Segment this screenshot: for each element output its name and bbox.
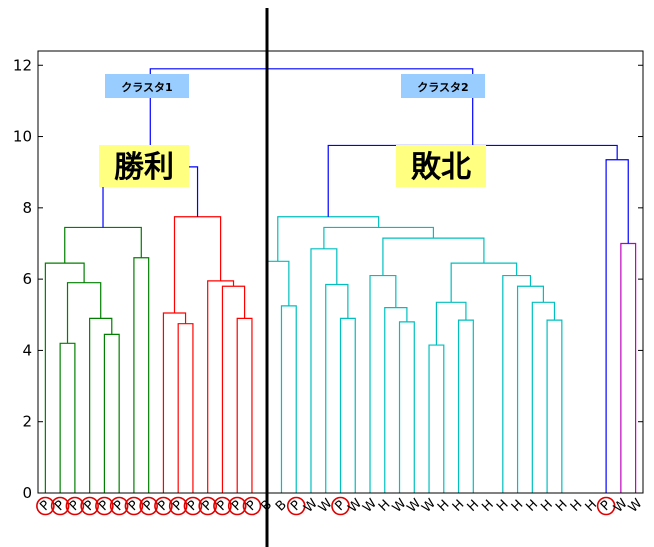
leaf-circle [154,496,173,516]
y-tick-label: 12 [13,56,32,74]
dendrogram-link-3 [66,282,102,344]
win-label: 勝利 [99,145,189,187]
y-tick-label: 10 [13,128,32,146]
dendrogram-link-14 [280,305,297,493]
cluster1-label: クラスタ1 [105,74,189,98]
loss-label-text: 敗北 [411,150,471,185]
leaf-label: H [435,497,453,515]
dendrogram-link-12 [173,216,222,313]
leaf-label: H [465,497,483,515]
dendrogram-link-8 [162,312,187,493]
leaf-circle [331,496,350,516]
leaf-circle [109,496,129,516]
dendrogram-link-20 [384,307,408,493]
leaf-circle [596,496,616,516]
dendrogram-link-17 [325,283,349,493]
dendrogram-link-1 [103,333,120,493]
leaf-label: H [524,497,542,515]
dendrogram-link-9 [236,317,253,493]
dendrogram-link-34 [605,159,629,493]
leaf-label: H [538,497,556,515]
dendrogram-link-7 [177,323,194,493]
cluster2-label-text: クラスタ2 [417,81,468,94]
y-tick-label: 0 [22,484,32,502]
dendrogram-link-28 [502,274,532,493]
cluster1-label-text: クラスタ1 [121,81,172,94]
y-tick-label: 8 [22,199,32,217]
plot-frame [37,50,644,494]
leaf-circle [80,496,99,516]
leaf-label: W [626,496,646,516]
dendrogram-link-32 [277,216,380,262]
leaf-circle [124,496,144,516]
leaf-circle [168,496,188,516]
win-label-text: 勝利 [114,150,174,185]
cluster1-label-bg [105,74,189,98]
dendrogram-link-27 [516,285,544,493]
dendrogram-link-23 [457,319,474,493]
leaf-circle [242,496,262,516]
leaf-labels: PPPPPPPPPPPPPPPBBPWWPWWHWWWHHHHHHHHHHHPW… [36,496,646,516]
dendrogram-link-33 [620,242,637,493]
leaf-label: H [450,497,468,515]
cluster2-label-bg [401,74,485,98]
cluster2-label: クラスタ2 [401,74,485,98]
leaf-circle [183,496,203,516]
y-tick-label: 2 [22,413,32,431]
dendrogram-link-11 [207,280,235,493]
dendrogram-link-21 [369,274,397,493]
dendrogram-link-22 [428,344,445,493]
leaf-circle [213,496,232,516]
dendrogram-link-36 [149,68,474,167]
loss-label-bg [396,145,486,187]
dendrogram-link-10 [221,285,246,493]
dendrogram-link-5 [133,257,150,493]
leaf-circle [36,496,55,516]
dendrogram-link-4 [44,262,85,493]
dendrogram-link-24 [435,301,467,346]
y-tick-label: 6 [22,270,32,288]
dendrogram-link-16 [339,317,356,493]
leaf-circle [95,496,114,516]
dendrogram-link-15 [266,260,290,493]
leaf-label: H [494,497,512,515]
leaf-circle [65,496,85,516]
y-tick-label: 4 [22,341,32,359]
leaf-label: H [553,497,571,515]
dendrogram-link-6 [64,226,142,264]
leaf-label: H [479,497,497,515]
dendrogram-link-26 [531,301,556,493]
dendrogram-link-30 [382,237,485,276]
loss-label: 敗北 [396,145,486,187]
dendrogram-link-0 [59,342,76,493]
leaf-circle [139,496,158,516]
leaf-circle [198,496,217,516]
dendrogram-link-31 [323,226,435,249]
leaf-label: H [568,497,586,515]
dendrogram-link-19 [398,321,415,493]
leaf-circle [50,496,70,516]
leaf-circle [227,496,247,516]
dendrogram-link-25 [546,319,563,493]
dendrogram-link-18 [310,248,338,493]
win-label-bg [99,145,189,187]
y-axis: 0 2 4 6 8 10 12 [13,56,643,502]
leaf-label: H [509,497,527,515]
dendrogram-links [44,68,637,493]
leaf-circle [286,496,306,516]
dendrogram-link-2 [89,317,113,493]
dendrogram-link-29 [450,262,518,303]
